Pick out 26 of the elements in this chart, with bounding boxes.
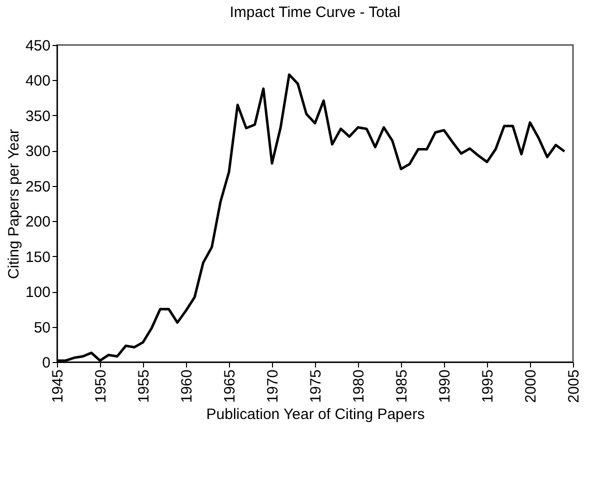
y-tick-label: 50 xyxy=(34,319,50,336)
x-tick-label: 1990 xyxy=(436,370,454,403)
x-tick-label: 1995 xyxy=(480,370,496,403)
y-tick-label: 400 xyxy=(25,72,50,90)
x-axis-title: Publication Year of Citing Papers xyxy=(206,406,425,423)
y-tick-label: 450 xyxy=(25,38,50,54)
chart-title: Impact Time Curve - Total xyxy=(230,4,400,21)
y-tick-label: 0 xyxy=(42,354,50,372)
x-tick-label: 1965 xyxy=(222,370,238,403)
y-tick-label: 150 xyxy=(25,248,50,266)
y-tick-label: 300 xyxy=(25,143,50,160)
x-tick-label: 1980 xyxy=(350,370,368,403)
x-tick-label: 1985 xyxy=(394,370,410,403)
y-tick-label: 200 xyxy=(25,214,50,231)
y-tick-label: 250 xyxy=(25,178,50,196)
x-tick-label: 1955 xyxy=(136,370,152,403)
x-tick-label: 1975 xyxy=(308,370,324,403)
x-tick-label: 1960 xyxy=(178,370,196,403)
y-tick-label: 350 xyxy=(25,108,50,125)
x-tick-label: 2005 xyxy=(566,370,582,403)
x-tick-label: 2000 xyxy=(522,370,540,403)
y-tick-label: 100 xyxy=(25,284,50,302)
y-axis-title: Citing Papers per Year xyxy=(5,128,22,280)
x-tick-label: 1970 xyxy=(264,370,282,403)
x-tick-label: 1950 xyxy=(92,370,110,403)
x-tick-label: 1945 xyxy=(50,370,66,403)
